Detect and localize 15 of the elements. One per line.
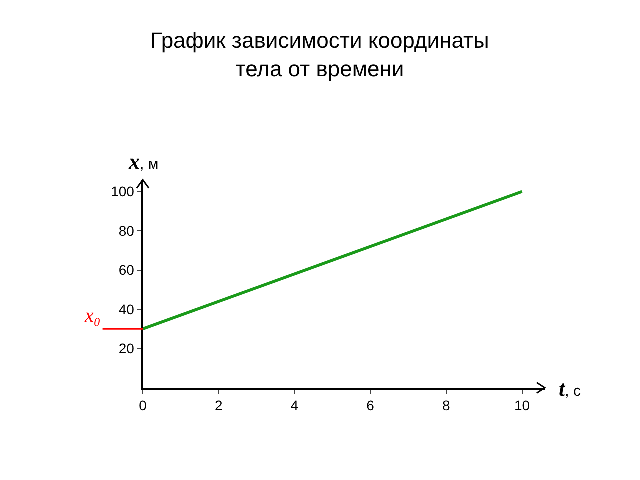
x-tick-label: 10	[514, 398, 530, 414]
y-tick-label: 100	[111, 184, 135, 200]
x-tick-label: 0	[139, 398, 148, 414]
x-tick-label: 2	[214, 398, 223, 414]
x-axis-title: t, с	[559, 376, 582, 401]
x-tick-label: 4	[290, 398, 299, 414]
chart-title: График зависимости координаты тела от времени	[150, 28, 490, 82]
x-tick-label: 8	[442, 398, 450, 414]
y-axis-title: x, м	[128, 149, 159, 174]
y-tick-label: 60	[118, 262, 135, 278]
y-tick-label: 20	[118, 340, 135, 357]
ref-line-label: x₀	[84, 305, 101, 327]
y-tick-label: 40	[118, 301, 135, 318]
y-tick-label: 80	[118, 222, 135, 239]
x-tick-label: 6	[366, 398, 375, 414]
